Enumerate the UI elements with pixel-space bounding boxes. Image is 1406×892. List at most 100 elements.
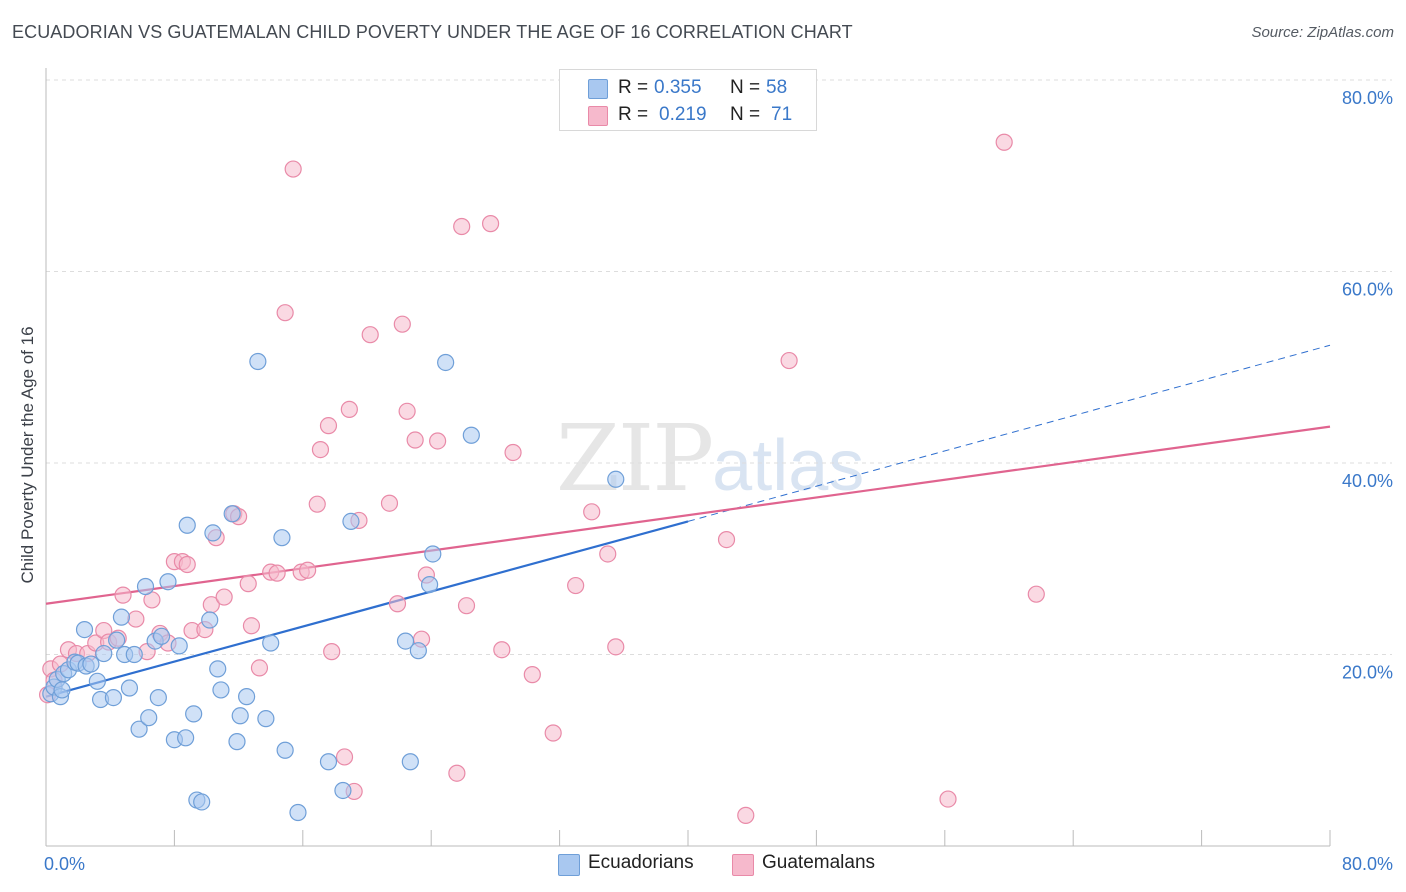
ecuadorians-point	[212, 681, 230, 699]
ecuadorians-point	[424, 545, 442, 563]
ecuadorians-point	[95, 644, 113, 663]
guatemalans-point	[995, 133, 1013, 151]
guatemalans-point	[567, 576, 585, 595]
guatemalans-point	[215, 588, 233, 606]
guatemalans-point	[607, 638, 625, 656]
legend-r-value: 0.355	[654, 77, 702, 98]
legend-row-ecuadorians: R = 0.355 N = 58	[560, 75, 816, 101]
ecuadorians-point	[75, 621, 94, 639]
x-tick-label: 0.0%	[44, 854, 85, 874]
guatemalans-point	[319, 417, 338, 435]
guatemalans-point	[583, 503, 601, 521]
ecuadorians-point	[231, 707, 249, 725]
guatemalans-point	[481, 215, 500, 233]
guatemalans-point	[780, 351, 798, 370]
ecuadorians-swatch	[588, 79, 608, 99]
ecuadorians-point	[607, 470, 625, 488]
ecuadorians-point	[319, 753, 338, 771]
ecuadorians-point	[257, 710, 275, 728]
legend-r-label: R =	[618, 104, 649, 125]
ecuadorians-point	[178, 516, 196, 534]
ecuadorians-point	[249, 352, 267, 371]
ecuadorians-point	[209, 660, 227, 678]
guatemalans-point	[284, 160, 302, 178]
watermark: ZIPatlas	[556, 405, 864, 512]
legend-r-value: 0.219	[659, 104, 707, 125]
guatemalans-point	[361, 326, 379, 344]
y-tick-label: 40.0%	[1342, 471, 1393, 491]
chart-title: ECUADORIAN VS GUATEMALAN CHILD POVERTY U…	[12, 22, 853, 42]
ecuadorians-point	[334, 781, 352, 800]
legend-r-label: R =	[618, 77, 649, 98]
ecuadorians-point	[238, 688, 256, 706]
ecuadorians-point	[112, 608, 131, 626]
guatemalans-point	[388, 595, 407, 613]
guatemalans-point	[398, 402, 416, 420]
ecuadorians-legend-swatch	[558, 854, 580, 876]
grid-lines	[46, 79, 1392, 655]
guatemalans-point	[335, 748, 354, 766]
ecuadorians-point	[204, 524, 222, 542]
correlation-legend: R = 0.355 N = 58 R = 0.219 N = 71	[559, 69, 817, 131]
ecuadorians-point	[437, 353, 455, 372]
guatemalans-legend-label: Guatemalans	[762, 852, 876, 873]
x-tick-label: 80.0%	[1342, 854, 1393, 874]
guatemalans-point	[599, 545, 617, 563]
ecuadorians-point	[125, 645, 143, 664]
ecuadorians-point	[420, 576, 439, 594]
ecuadorians-point	[177, 729, 195, 747]
y-tick-label: 60.0%	[1342, 280, 1393, 300]
guatemalans-point	[393, 315, 411, 333]
ecuadorians-point	[223, 505, 241, 523]
ecuadorians-point	[289, 803, 307, 822]
legend-n-label: N =	[730, 77, 761, 98]
guatemalans-point	[544, 724, 562, 742]
guatemalans-legend-swatch	[732, 854, 754, 876]
ecuadorians-point	[149, 688, 167, 707]
guatemalans-trend-line	[45, 425, 1331, 605]
guatemalans-point	[127, 610, 145, 628]
legend-n-value: 71	[771, 104, 793, 125]
guatemalans-point	[114, 586, 132, 604]
ecuadorians-point	[159, 573, 177, 591]
ecuadorians-point	[276, 741, 294, 759]
axes	[45, 68, 1331, 847]
ecuadorians-point	[88, 672, 106, 690]
ecuadorians-point	[409, 642, 427, 660]
legend-row-guatemalans: R = 0.219 N = 71	[560, 102, 816, 128]
ecuadorians-point	[262, 634, 280, 652]
guatemalans-point	[242, 617, 261, 635]
ecuadorians-point	[228, 733, 246, 751]
guatemalans-point	[737, 806, 755, 824]
guatemalans-point	[239, 575, 257, 593]
ecuadorians-point	[401, 753, 419, 771]
guatemalans-point	[268, 564, 286, 582]
guatemalans-point	[250, 659, 269, 677]
tick-labels: 20.0% 40.0% 60.0% 80.0% 0.0% 80.0%	[44, 88, 1393, 874]
guatemalans-swatch	[588, 106, 608, 126]
guatemalans-point	[523, 666, 541, 684]
ecuadorians-point	[120, 679, 139, 697]
guatemalans-point	[311, 440, 330, 459]
data-points	[39, 133, 1045, 824]
guatemalans-point	[340, 400, 358, 418]
guatemalans-point	[406, 431, 424, 449]
ecuadorians-point	[108, 631, 126, 649]
y-tick-label: 80.0%	[1342, 88, 1393, 108]
ecuadorians-point	[396, 632, 415, 650]
guatemalans-point	[299, 561, 317, 579]
trend-lines	[45, 344, 1331, 698]
guatemalans-point	[323, 643, 341, 661]
ecuadorians-legend-label: Ecuadorians	[588, 852, 694, 873]
ecuadorians-point	[82, 655, 100, 673]
guatemalans-point	[457, 597, 476, 615]
ecuadorians-point	[53, 681, 71, 699]
guatemalans-point	[504, 443, 522, 462]
guatemalans-point	[276, 304, 294, 322]
ecuadorians-point	[104, 688, 123, 707]
ecuadorians-trend-line	[45, 520, 689, 698]
guatemalans-point	[1027, 585, 1045, 603]
ecuadorians-point	[185, 705, 203, 723]
ecuadorians-point	[462, 426, 480, 444]
legend-n-value: 58	[766, 77, 788, 98]
